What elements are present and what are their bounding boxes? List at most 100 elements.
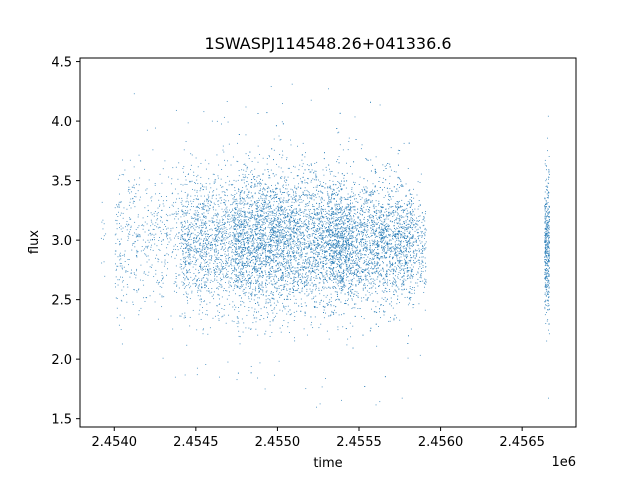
data-point: [261, 263, 263, 265]
data-point: [218, 223, 220, 225]
data-point: [232, 156, 234, 158]
data-point: [296, 226, 298, 228]
data-point: [209, 274, 211, 275]
data-point: [327, 220, 329, 221]
data-point: [267, 171, 269, 173]
data-point: [318, 244, 320, 246]
data-point: [200, 195, 202, 197]
data-point: [293, 235, 295, 237]
data-point: [238, 265, 240, 267]
data-point: [186, 245, 188, 247]
data-point: [316, 219, 318, 221]
data-point: [202, 246, 204, 247]
data-point: [158, 281, 160, 283]
data-point: [289, 222, 291, 224]
data-point: [226, 189, 228, 191]
data-point: [334, 234, 336, 236]
data-point: [223, 238, 225, 240]
data-point: [317, 236, 319, 238]
data-point: [287, 256, 289, 258]
data-point: [210, 228, 212, 230]
data-point: [310, 195, 312, 197]
data-point: [210, 255, 212, 257]
data-point: [231, 214, 233, 216]
data-point: [222, 149, 224, 151]
data-point: [343, 229, 345, 231]
data-point: [271, 232, 273, 234]
data-point: [244, 279, 246, 281]
data-point: [201, 287, 202, 288]
data-point: [214, 243, 216, 245]
data-point: [249, 276, 251, 278]
data-point: [214, 181, 216, 183]
data-point: [268, 250, 270, 252]
data-point: [190, 233, 192, 235]
data-point: [310, 248, 312, 249]
data-point: [258, 291, 260, 293]
data-point: [149, 233, 151, 235]
data-point: [336, 214, 338, 216]
data-point: [203, 239, 205, 241]
data-point: [245, 106, 247, 108]
data-point: [337, 236, 338, 238]
data-point: [212, 239, 214, 241]
data-point: [219, 221, 221, 223]
data-point: [324, 286, 326, 288]
data-point: [307, 246, 309, 248]
data-point: [275, 271, 277, 273]
data-point: [299, 263, 301, 265]
data-point: [342, 236, 344, 238]
data-point: [234, 194, 236, 195]
data-point: [215, 265, 217, 267]
data-point: [333, 253, 335, 255]
data-point: [256, 274, 258, 276]
data-point: [221, 216, 223, 218]
data-point: [275, 235, 276, 237]
data-point: [239, 255, 241, 257]
data-point: [233, 220, 235, 222]
data-point: [183, 317, 185, 319]
data-point: [251, 185, 253, 187]
data-point: [126, 301, 128, 303]
data-point: [210, 268, 212, 270]
data-point: [305, 260, 307, 262]
data-point: [292, 221, 294, 222]
data-point: [279, 139, 281, 141]
data-point: [225, 258, 227, 260]
data-point: [143, 225, 145, 227]
data-point: [223, 199, 225, 201]
data-point: [307, 237, 309, 239]
data-point: [166, 235, 168, 237]
data-point: [216, 219, 218, 221]
data-point: [242, 272, 244, 274]
data-point: [161, 196, 162, 197]
data-point: [335, 209, 337, 211]
data-point: [245, 234, 246, 236]
data-point: [250, 293, 252, 294]
data-point: [192, 223, 194, 225]
data-point: [208, 199, 210, 201]
data-point: [247, 283, 249, 285]
data-point: [233, 197, 235, 199]
data-point: [204, 284, 206, 286]
data-point: [248, 296, 249, 298]
data-point: [182, 242, 184, 244]
data-point: [300, 279, 302, 280]
data-point: [146, 223, 148, 225]
data-point: [305, 213, 307, 215]
data-point: [261, 262, 263, 264]
data-point: [342, 246, 343, 247]
data-point: [176, 291, 178, 293]
data-point: [128, 233, 129, 235]
data-point: [227, 215, 229, 217]
data-point: [188, 284, 190, 286]
data-point: [339, 248, 341, 250]
data-point: [205, 221, 207, 222]
data-point: [162, 239, 164, 241]
data-point: [277, 287, 279, 289]
data-point: [199, 225, 201, 227]
data-point: [319, 303, 321, 305]
data-point: [196, 279, 198, 280]
data-point: [241, 222, 243, 224]
data-point: [114, 234, 116, 236]
